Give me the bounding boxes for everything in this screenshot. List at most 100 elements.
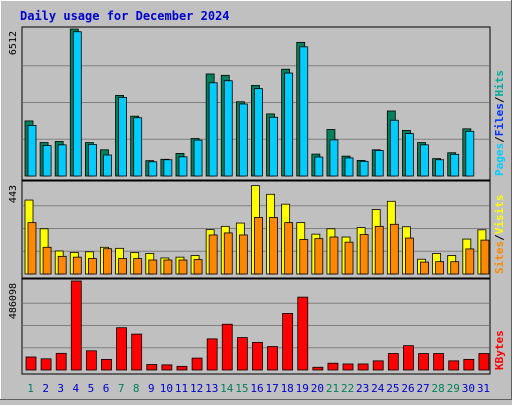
bar-kbytes-kbytes-2: [40, 358, 52, 371]
bar-visits-sites-24: [374, 225, 384, 275]
bar-files-pages-20: [314, 156, 324, 177]
bar-visits-sites-28: [435, 261, 445, 275]
x-tick-6: 6: [103, 382, 110, 395]
bar-files-pages-3: [57, 144, 67, 177]
x-tick-3: 3: [57, 382, 64, 395]
bar-kbytes-kbytes-19: [297, 296, 309, 371]
bar-visits-sites-23: [359, 234, 369, 275]
bar-kbytes-kbytes-13: [206, 338, 218, 371]
bar-files-pages-10: [163, 159, 173, 177]
bar-visits-sites-4: [72, 256, 82, 275]
x-tick-10: 10: [160, 382, 173, 395]
bar-visits-sites-18: [284, 222, 294, 275]
bar-kbytes-kbytes-21: [327, 362, 339, 371]
x-tick-8: 8: [133, 382, 140, 395]
bar-kbytes-kbytes-22: [342, 363, 354, 371]
bar-visits-sites-22: [344, 241, 354, 275]
x-tick-7: 7: [118, 382, 125, 395]
x-tick-31: 31: [477, 382, 490, 395]
x-tick-15: 15: [235, 382, 248, 395]
bar-visits-sites-7: [118, 258, 127, 275]
bar-files-pages-11: [178, 156, 188, 177]
legend-item-pages: Pages: [493, 143, 506, 176]
bar-kbytes-kbytes-17: [267, 346, 278, 371]
bar-files-pages-25: [389, 119, 399, 177]
bar-kbytes-kbytes-26: [403, 345, 414, 371]
bar-files-pages-9: [148, 161, 158, 177]
x-tick-1: 1: [27, 382, 34, 395]
bar-visits-sites-12: [193, 259, 203, 275]
bar-kbytes-kbytes-23: [357, 363, 369, 371]
bar-files-pages-2: [42, 145, 52, 177]
legend-item-files: Files: [493, 103, 506, 136]
bar-files-pages-7: [118, 97, 127, 177]
x-tick-12: 12: [190, 382, 203, 395]
bar-visits-sites-13: [208, 234, 218, 275]
bar-files-pages-4: [72, 31, 82, 177]
bar-kbytes-kbytes-11: [176, 365, 188, 371]
legend-files: Pages/Files/Hits: [493, 70, 506, 176]
bar-visits-sites-16: [254, 217, 263, 275]
legend-kbytes: KBytes: [493, 330, 506, 370]
bar-kbytes-kbytes-14: [221, 323, 233, 371]
bar-visits-sites-27: [420, 261, 429, 275]
bar-files-pages-22: [344, 157, 354, 177]
x-tick-5: 5: [88, 382, 95, 395]
x-tick-24: 24: [371, 382, 385, 395]
x-tick-23: 23: [356, 382, 369, 395]
bar-visits-sites-17: [269, 217, 278, 275]
x-tick-26: 26: [401, 382, 414, 395]
bar-files-pages-27: [420, 144, 429, 177]
bar-kbytes-kbytes-10: [161, 364, 173, 371]
bar-visits-sites-8: [133, 258, 143, 275]
bar-visits-sites-5: [87, 258, 97, 275]
bar-kbytes-kbytes-5: [85, 350, 97, 371]
legend-separator: /: [493, 136, 506, 143]
bar-kbytes-kbytes-30: [463, 358, 475, 371]
bar-kbytes-kbytes-31: [478, 353, 490, 371]
x-tick-11: 11: [175, 382, 188, 395]
bar-kbytes-kbytes-29: [448, 360, 460, 371]
x-tick-19: 19: [296, 382, 309, 395]
x-tick-29: 29: [447, 382, 460, 395]
ymax-label-files: 6512: [8, 31, 19, 55]
bar-kbytes-kbytes-3: [55, 352, 67, 371]
bar-kbytes-kbytes-7: [116, 327, 127, 371]
bar-kbytes-kbytes-6: [101, 358, 112, 371]
x-tick-25: 25: [386, 382, 399, 395]
bar-kbytes-kbytes-8: [131, 333, 143, 371]
x-tick-16: 16: [250, 382, 263, 395]
x-tick-28: 28: [432, 382, 445, 395]
bar-kbytes-kbytes-1: [25, 356, 37, 371]
bar-kbytes-kbytes-24: [372, 360, 384, 371]
legend-item-visits: Visits: [493, 195, 506, 235]
bar-visits-sites-3: [57, 255, 67, 275]
bar-visits-sites-15: [238, 234, 248, 275]
bar-files-pages-13: [208, 82, 218, 177]
bar-files-pages-17: [269, 116, 278, 177]
bar-kbytes-kbytes-18: [282, 313, 294, 371]
bar-kbytes-kbytes-25: [387, 353, 399, 371]
bar-files-pages-23: [359, 160, 369, 177]
bar-files-pages-18: [284, 72, 294, 177]
legend-item-sites: Sites: [493, 241, 506, 274]
ymax-label-visits: 443: [8, 185, 19, 203]
legend-item-hits: Hits: [493, 70, 506, 97]
bar-visits-sites-21: [329, 236, 339, 275]
x-tick-30: 30: [462, 382, 475, 395]
bar-visits-sites-30: [465, 248, 475, 275]
bar-kbytes-kbytes-15: [236, 337, 248, 371]
x-tick-27: 27: [416, 382, 429, 395]
x-tick-17: 17: [265, 382, 278, 395]
x-tick-13: 13: [205, 382, 218, 395]
bar-files-pages-1: [27, 125, 37, 177]
bar-kbytes-kbytes-9: [146, 364, 158, 371]
bar-files-pages-24: [374, 150, 384, 177]
bar-kbytes-kbytes-20: [312, 366, 324, 371]
x-tick-4: 4: [73, 382, 80, 395]
bar-kbytes-kbytes-4: [70, 280, 82, 371]
legend-item-kbytes: KBytes: [493, 330, 506, 370]
x-tick-22: 22: [341, 382, 354, 395]
bar-kbytes-kbytes-16: [252, 341, 263, 371]
